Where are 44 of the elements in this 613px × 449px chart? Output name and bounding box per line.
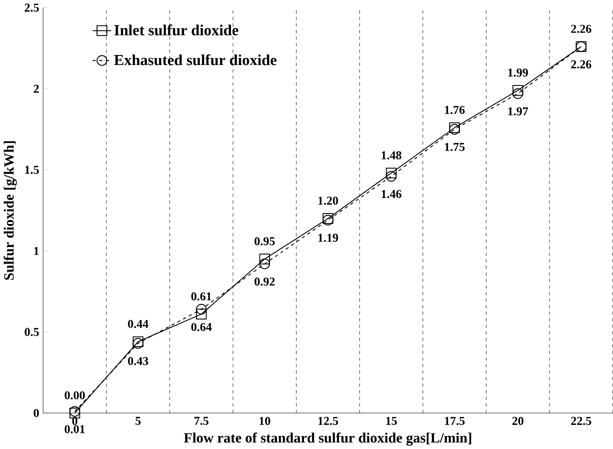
data-label: 2.26 [571, 24, 592, 33]
data-label: 1.19 [318, 234, 338, 242]
data-label: 2.26 [571, 60, 592, 68]
y-tick-label: 2 [34, 84, 39, 93]
y-tick-label: 1 [34, 246, 39, 255]
data-label: 0.61 [191, 292, 212, 300]
y-axis-title: Sulfur dioxide [g/kWh] [4, 141, 17, 280]
point [196, 308, 207, 320]
data-label: 0.00 [64, 391, 85, 400]
legend-label: Exhasuted sulfur dioxide [114, 54, 276, 66]
y-tick-label: 0 [34, 408, 39, 417]
x-tick-label: 5 [136, 416, 141, 425]
y-tick-label: 0.5 [24, 328, 39, 336]
x-tick-label: 17.5 [445, 416, 465, 425]
point [196, 304, 207, 314]
point [386, 170, 397, 182]
x-tick-label: 10 [260, 416, 270, 425]
point [512, 84, 524, 96]
data-label: 0.01 [64, 424, 85, 434]
data-label: 1.46 [382, 190, 402, 198]
point [259, 258, 270, 270]
x-axis-title: Flow rate of standard sulfur dioxide gas[L/min] [184, 432, 472, 446]
y-tick-label: 1.5 [25, 166, 39, 174]
data-label: 1.48 [382, 151, 402, 160]
legend-label: Inlet sulfur dioxide [114, 24, 238, 36]
x-tick-label: 7.5 [194, 416, 208, 425]
data-label: 0.43 [128, 356, 148, 366]
x-tick-label: 15 [386, 416, 397, 425]
data-label: 1.76 [445, 106, 465, 114]
point [259, 254, 270, 264]
data-label: 1.99 [508, 68, 528, 77]
x-tick-label: 22.5 [571, 416, 592, 425]
y-tick-label: 2.5 [24, 4, 39, 12]
data-label: 1.97 [508, 107, 528, 116]
data-label: 1.75 [445, 142, 465, 151]
x-tick-label: 12.5 [318, 416, 338, 425]
data-label: 0.44 [128, 320, 148, 328]
data-label: 0.64 [191, 322, 212, 331]
data-label: 1.20 [318, 196, 338, 205]
point [512, 88, 524, 99]
data-label: 0.95 [254, 237, 275, 246]
point [386, 168, 397, 178]
data-label: 0.92 [254, 277, 275, 286]
x-tick-label: 20 [512, 416, 524, 425]
